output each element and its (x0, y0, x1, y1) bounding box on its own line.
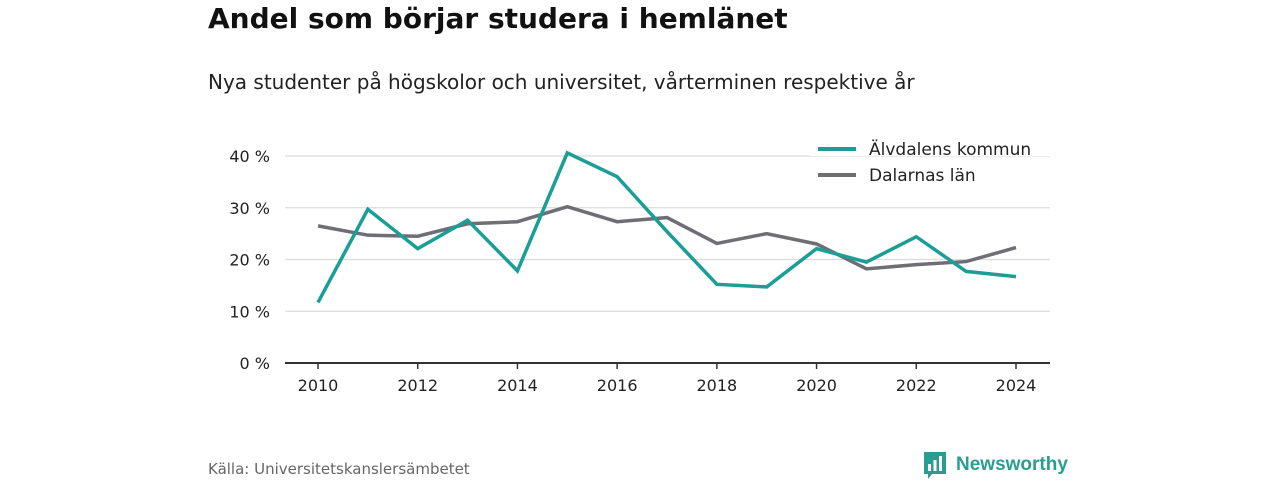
series-line-dalarnas-lan (317, 204, 1017, 271)
x-tick-label: 2010 (298, 376, 339, 395)
legend-background (810, 134, 1050, 156)
x-tick-label: 2016 (597, 376, 638, 395)
x-tick-label: 2020 (796, 376, 837, 395)
y-tick-label: 20 % (229, 251, 270, 270)
x-tick-label: 2012 (397, 376, 438, 395)
y-tick-label: 30 % (229, 199, 270, 218)
legend-background (810, 160, 1050, 182)
y-tick-label: 10 % (229, 302, 270, 321)
y-tick-label: 40 % (229, 147, 270, 166)
chart-title: Andel som börjar studera i hemlänet (208, 2, 788, 35)
legend-label: Dalarnas län (869, 166, 976, 186)
source-note: Källa: Universitetskanslersämbetet (208, 460, 470, 478)
x-tick-label: 2018 (696, 376, 737, 395)
series-line-alvdalens-kommun (316, 150, 1017, 304)
x-tick-label: 2014 (497, 376, 538, 395)
y-tick-label: 0 % (240, 354, 270, 373)
newsworthy-brand-name: Newsworthy (956, 454, 1068, 475)
newsworthy-logo-icon (924, 452, 946, 479)
x-tick-label: 2024 (996, 376, 1037, 395)
chart-subtitle: Nya studenter på högskolor och universit… (208, 70, 915, 94)
newsworthy-logo: Newsworthy (922, 450, 1068, 480)
legend-label: Älvdalens kommun (869, 139, 1031, 160)
x-tick-label: 2022 (896, 376, 937, 395)
